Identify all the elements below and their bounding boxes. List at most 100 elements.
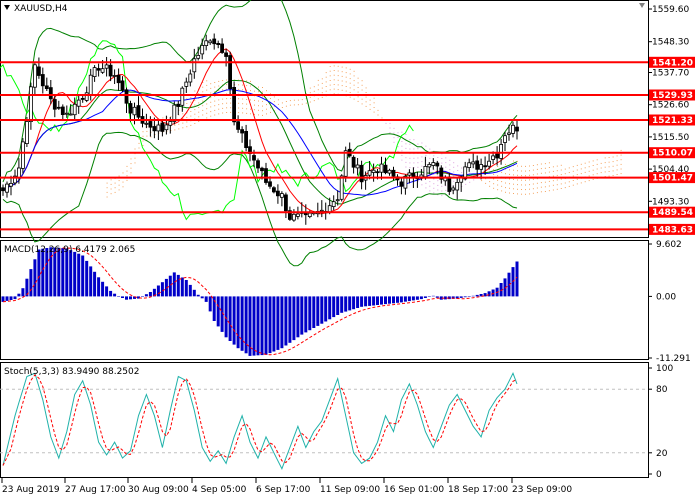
- close-icon[interactable]: [639, 3, 645, 8]
- candle-body: [367, 170, 372, 176]
- level-label-4: 1501.47: [652, 174, 693, 184]
- level-badge-1: [649, 89, 695, 101]
- level-label-3: 1510.07: [652, 149, 693, 159]
- macd-bar: [53, 247, 57, 297]
- candle-body: [463, 166, 468, 180]
- macd-bar: [192, 289, 196, 297]
- candle-body: [156, 124, 161, 132]
- candle-body: [132, 106, 137, 116]
- macd-bar: [17, 293, 21, 297]
- candle-body: [379, 163, 384, 173]
- macd-bar: [403, 296, 407, 302]
- macd-bar: [467, 296, 471, 297]
- candle-body: [112, 75, 117, 77]
- macd-bar: [475, 294, 479, 297]
- stoch-tick-label-3: 0: [656, 470, 662, 480]
- candle-body: [439, 167, 444, 180]
- macd-bar: [407, 296, 411, 302]
- bollinger-middle-band: [2, 79, 518, 205]
- candle-body: [220, 43, 225, 53]
- candle-body: [240, 129, 245, 134]
- macd-bar: [240, 296, 244, 351]
- macd-bar: [296, 296, 300, 338]
- candle-body: [507, 132, 511, 135]
- stoch-pane[interactable]: [0, 362, 649, 478]
- macd-bar: [141, 296, 144, 297]
- candle-body: [76, 99, 81, 107]
- candle-body: [108, 64, 113, 77]
- macd-bar: [483, 293, 487, 297]
- stoch-tick-label-0: 100: [656, 364, 673, 374]
- level-label-2: 1521.33: [652, 116, 693, 126]
- candle-body: [228, 55, 233, 89]
- candle-body: [180, 87, 185, 106]
- candle-body: [491, 155, 496, 160]
- macd-bar: [419, 296, 423, 300]
- macd-bar: [264, 296, 268, 355]
- macd-bar: [180, 277, 184, 297]
- candle-body: [331, 201, 336, 207]
- candle-body: [84, 92, 89, 101]
- macd-bar: [292, 296, 296, 341]
- candle-body: [216, 43, 221, 46]
- macd-bar: [280, 296, 284, 349]
- macd-bar: [376, 296, 379, 305]
- macd-bar: [224, 296, 228, 338]
- macd-bar: [284, 296, 288, 346]
- macd-tick-label-1: 0.00: [656, 292, 676, 302]
- macd-bar: [372, 296, 376, 306]
- macd-bar: [487, 291, 491, 297]
- macd-bar: [125, 296, 128, 300]
- macd-pane[interactable]: [0, 240, 649, 360]
- candle-body: [291, 213, 296, 221]
- macd-bar: [320, 296, 324, 324]
- candle-body: [391, 169, 396, 177]
- macd-bar: [65, 248, 69, 297]
- candle-body: [287, 210, 292, 220]
- macd-bar: [85, 260, 89, 297]
- macd-bar: [348, 296, 352, 311]
- candle-body: [192, 58, 197, 73]
- candle-body: [80, 98, 85, 100]
- macd-bar: [172, 272, 176, 297]
- candle-body: [92, 67, 97, 77]
- macd-bar: [260, 296, 264, 356]
- candle-body: [1, 187, 5, 192]
- price-tick-label-0: 1559.60: [652, 5, 689, 15]
- macd-bar: [252, 296, 256, 356]
- macd-bar: [491, 289, 495, 297]
- candle-body: [176, 103, 181, 107]
- macd-bar: [356, 296, 360, 308]
- macd-bar: [164, 278, 168, 297]
- macd-bar: [360, 296, 364, 307]
- candle-body: [56, 106, 61, 109]
- macd-bar: [25, 278, 29, 297]
- candle-body: [399, 181, 404, 187]
- macd-bar: [97, 277, 101, 297]
- candle-body: [423, 165, 428, 178]
- macd-bar: [392, 296, 395, 304]
- candle-body: [152, 126, 157, 132]
- candle-body: [371, 169, 376, 173]
- macd-bar: [37, 249, 41, 297]
- candle-body: [511, 124, 515, 134]
- price-tick-label-4: 1515.50: [652, 133, 689, 143]
- candle-body: [351, 156, 356, 168]
- macd-bar: [499, 283, 503, 297]
- macd-bar: [332, 296, 336, 318]
- macd-bar: [121, 296, 124, 298]
- macd-tick-label-2: -11.291: [656, 354, 691, 364]
- candle-body: [68, 113, 73, 116]
- candle-body: [275, 190, 280, 197]
- candle-body: [120, 80, 125, 91]
- price-tick-label-5: 1504.40: [652, 165, 689, 175]
- candle-body: [64, 112, 69, 115]
- candle-body: [184, 81, 189, 87]
- macd-bar: [196, 294, 200, 297]
- level-badge-2: [649, 114, 695, 126]
- level-label-0: 1541.20: [652, 58, 693, 68]
- macd-bar: [312, 296, 316, 328]
- macd-bar: [423, 296, 427, 298]
- level-badge-3: [649, 147, 695, 159]
